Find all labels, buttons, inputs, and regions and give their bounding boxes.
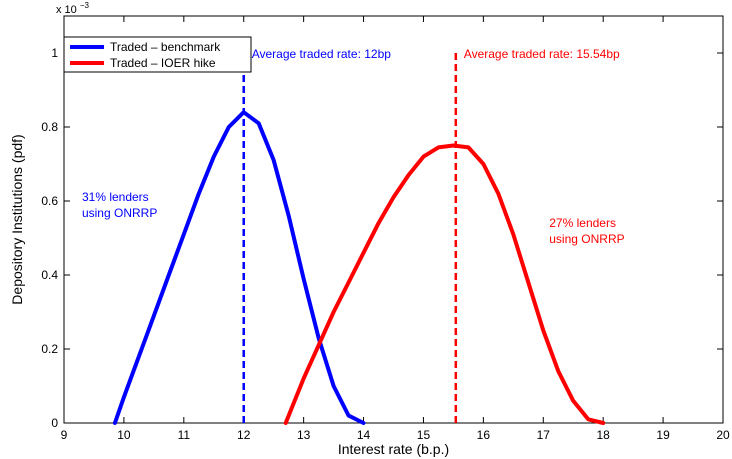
ticks-layer: 9 10 11 12 13 14 15 16 17 18 19 20 0 0.2 0.4 0.6 0.8 1 [41, 16, 730, 442]
legend-box [63, 36, 252, 73]
y-tick-label: 1 [51, 46, 58, 60]
x-tick-label: 13 [297, 428, 311, 442]
x-axis-label: Interest rate (b.p.) [338, 441, 449, 457]
y-tick-label: 0.4 [41, 268, 58, 282]
y-tick-label: 0.8 [41, 120, 58, 134]
y-axis-label: Depository Institutions (pdf) [9, 134, 25, 304]
x-tick-label: 18 [597, 428, 611, 442]
x-tick-label: 10 [117, 428, 131, 442]
x-tick-label: 14 [357, 428, 371, 442]
mean-lines: Average traded rate: 12bp Average traded … [242, 47, 620, 423]
series-line-1 [283, 143, 606, 425]
annotation-0: 31% lenders using ONRRP [82, 190, 157, 220]
x-tick-label: 17 [537, 428, 551, 442]
x-tick-label: 12 [237, 428, 251, 442]
annotation-1: 27% lenders using ONRRP [549, 216, 624, 246]
y-exponent-base: x 10 [56, 4, 77, 16]
series-lines [112, 110, 606, 425]
x-tick-label: 20 [716, 428, 730, 442]
y-tick-label: 0.6 [41, 194, 58, 208]
y-exponent-label: x 10 −3 [56, 1, 90, 16]
x-tick-label: 9 [61, 428, 68, 442]
y-tick-label: 0 [51, 416, 58, 430]
mean-line-label-1: Average traded rate: 15.54bp [464, 47, 620, 61]
legend-label-benchmark: Traded – benchmark [110, 40, 221, 54]
plot-area [63, 15, 724, 424]
y-tick-label: 0.2 [41, 342, 58, 356]
y-exponent-power: −3 [80, 1, 90, 10]
x-tick-label: 15 [417, 428, 431, 442]
legend: Traded – benchmark Traded – IOER hike [63, 36, 252, 73]
series-line-0 [112, 110, 366, 425]
annotations: 31% lenders using ONRRP 27% lenders using O… [82, 190, 625, 246]
mean-line-label-0: Average traded rate: 12bp [252, 47, 392, 61]
x-tick-label: 11 [178, 428, 191, 442]
legend-label-ioer-hike: Traded – IOER hike [110, 56, 216, 70]
x-tick-label: 19 [656, 428, 670, 442]
x-tick-label: 16 [477, 428, 491, 442]
